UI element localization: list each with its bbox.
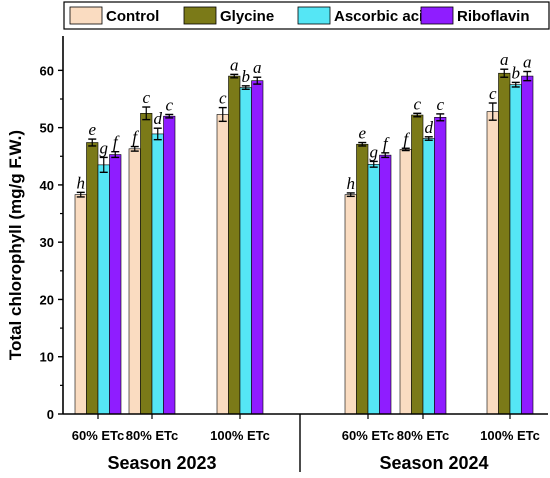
legend-swatch xyxy=(297,6,331,25)
significance-letter: e xyxy=(358,124,366,143)
significance-letter: d xyxy=(425,118,434,137)
category-label: 80% ETc xyxy=(126,428,179,443)
significance-letter: c xyxy=(436,95,444,114)
bar xyxy=(163,115,176,415)
bar xyxy=(367,163,380,415)
significance-letter: a xyxy=(523,53,532,72)
significance-letter: f xyxy=(113,133,120,152)
group-label: Season 2024 xyxy=(379,453,488,473)
y-tick-label: 0 xyxy=(47,407,54,422)
bar xyxy=(422,138,435,415)
legend-frame xyxy=(63,1,550,30)
bar xyxy=(109,154,122,415)
bar xyxy=(521,75,534,415)
bar xyxy=(228,75,241,415)
significance-letter: e xyxy=(88,120,96,139)
y-axis: 0 10 20 30 40 50 60 Total chlorophyll (mg/g F.W… xyxy=(6,36,64,422)
significance-letter: a xyxy=(230,55,239,74)
bar xyxy=(509,84,522,415)
bar xyxy=(74,194,87,415)
bar xyxy=(379,154,392,415)
category-label: 100% ETc xyxy=(480,428,540,443)
y-tick-label: 40 xyxy=(40,178,54,193)
y-tick-label: 30 xyxy=(40,235,54,250)
bar xyxy=(434,117,447,415)
bar xyxy=(151,133,164,415)
bar xyxy=(97,164,110,415)
bar xyxy=(251,80,264,415)
significance-letter: c xyxy=(489,84,497,103)
bar xyxy=(86,142,99,415)
category-label: 100% ETc xyxy=(210,428,270,443)
category-label: 80% ETc xyxy=(397,428,450,443)
bar xyxy=(399,149,412,415)
y-tick-label: 50 xyxy=(40,121,54,136)
significance-letter: f xyxy=(132,128,139,147)
significance-letter: d xyxy=(154,109,163,128)
legend-swatch xyxy=(420,6,454,25)
significance-letter: c xyxy=(142,88,150,107)
y-axis-label: Total chlorophyll (mg/g F.W.) xyxy=(6,130,25,360)
significance-letter: h xyxy=(77,173,86,192)
significance-letter: f xyxy=(383,134,390,153)
legend: Control Glycine Ascorbic acid Riboflavin xyxy=(63,1,550,30)
legend-label: Riboflavin xyxy=(457,8,530,25)
significance-letter: b xyxy=(512,63,521,82)
category-label: 60% ETc xyxy=(72,428,125,443)
category-label: 60% ETc xyxy=(342,428,395,443)
bar xyxy=(486,111,499,415)
legend-label: Control xyxy=(106,8,159,25)
bar xyxy=(344,194,357,415)
y-tick-label: 60 xyxy=(40,63,54,78)
bar xyxy=(356,143,369,415)
legend-label: Ascorbic acid xyxy=(334,8,432,25)
y-tick-label: 20 xyxy=(40,292,54,307)
significance-letter: b xyxy=(242,67,251,86)
bar xyxy=(239,87,252,415)
y-tick-label: 10 xyxy=(40,350,54,365)
bar xyxy=(140,113,153,415)
significance-letter: a xyxy=(253,58,262,77)
significance-letter: g xyxy=(100,138,109,157)
significance-letter: h xyxy=(347,174,356,193)
significance-letter: c xyxy=(219,89,227,108)
group-label: Season 2023 xyxy=(107,453,216,473)
significance-letter: g xyxy=(370,142,379,161)
bar xyxy=(216,114,229,415)
legend-swatch xyxy=(183,6,217,25)
significance-letter: c xyxy=(413,94,421,113)
significance-letter: a xyxy=(500,50,509,69)
legend-label: Glycine xyxy=(220,8,274,25)
bar xyxy=(498,72,511,415)
significance-letter: f xyxy=(403,129,410,148)
legend-swatch xyxy=(69,6,103,25)
significance-letter: c xyxy=(165,95,173,114)
bar xyxy=(128,148,141,415)
bar xyxy=(411,114,424,415)
